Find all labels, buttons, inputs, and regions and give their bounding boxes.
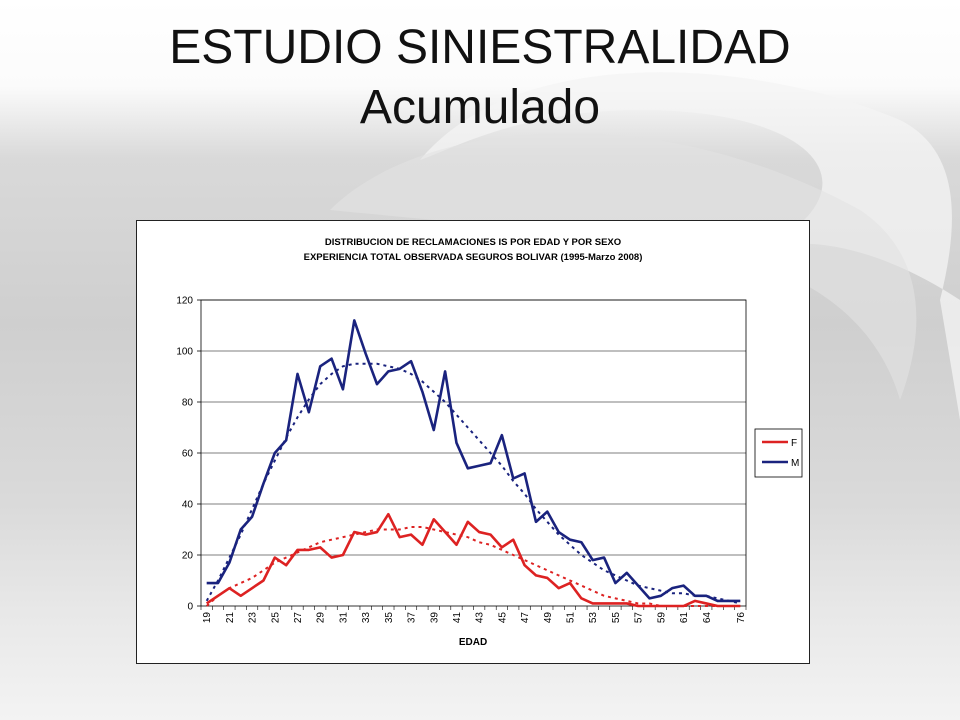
x-tick-label: 29: [316, 612, 327, 624]
y-axis-label: NUMERO DE CASOS: [153, 408, 164, 508]
x-tick-label: 45: [497, 612, 508, 624]
x-tick-label: 21: [225, 612, 236, 624]
x-tick-label: 53: [588, 612, 599, 624]
slide-subtitle: Acumulado: [359, 81, 601, 134]
legend-box: [754, 428, 803, 478]
x-tick-label: 35: [384, 612, 395, 624]
x-tick-label: 23: [248, 612, 259, 624]
series-line-f: [205, 512, 741, 608]
x-tick-label: 57: [634, 612, 645, 624]
line-chart: DISTRIBUCION DE RECLAMACIONES IS POR EDA…: [153, 237, 803, 648]
x-tick-label: 37: [407, 612, 418, 624]
x-axis-ticks: 19 21 23 25 27 29 31 33 35 37 39 41 43 45 47 49 51 53 55 57…: [200, 606, 747, 624]
x-tick-label: 25: [270, 612, 281, 624]
x-tick-label: 19: [202, 612, 213, 624]
chart-subtitle: EXPERIENCIA TOTAL OBSERVADA SEGUROS BOLI…: [304, 252, 643, 263]
x-tick-label: 55: [611, 612, 622, 624]
x-tick-label: 33: [361, 612, 372, 624]
slide-title-block: ESTUDIO SINIESTRALIDAD Acumulado: [0, 18, 960, 138]
x-tick-label: 61: [679, 612, 690, 624]
x-tick-label: 27: [293, 612, 304, 624]
x-tick-label: 49: [543, 612, 554, 624]
x-tick-label: 76: [736, 612, 747, 624]
series-lines: [205, 319, 741, 608]
y-tick-label: 120: [176, 296, 193, 307]
chart-title: DISTRIBUCION DE RECLAMACIONES IS POR EDA…: [325, 237, 621, 248]
x-tick-label: 43: [475, 612, 486, 624]
y-tick-label: 40: [182, 500, 194, 511]
y-tick-label: 0: [187, 602, 193, 613]
x-tick-label: 41: [452, 612, 463, 624]
y-tick-label: 100: [176, 347, 193, 358]
x-axis-label: EDAD: [459, 637, 487, 648]
x-tick-label: 64: [702, 612, 713, 624]
y-axis-ticks: 0 20 40 60 80 100 120: [176, 296, 201, 613]
series-line-m: [206, 319, 741, 603]
y-tick-label: 80: [182, 398, 194, 409]
y-tick-label: 20: [182, 551, 194, 562]
y-tick-label: 60: [182, 449, 194, 460]
x-tick-label: 31: [338, 612, 349, 624]
trendline-f: [206, 525, 741, 607]
legend-label-m: M: [791, 458, 799, 469]
legend: F M: [754, 428, 803, 478]
x-tick-label: 47: [520, 612, 531, 624]
x-tick-label: 59: [656, 612, 667, 624]
legend-label-f: F: [791, 438, 797, 449]
slide-title: ESTUDIO SINIESTRALIDAD: [169, 21, 791, 74]
chart-panel: DISTRIBUCION DE RECLAMACIONES IS POR EDA…: [136, 220, 810, 664]
x-tick-label: 51: [566, 612, 577, 624]
x-tick-label: 39: [429, 612, 440, 624]
